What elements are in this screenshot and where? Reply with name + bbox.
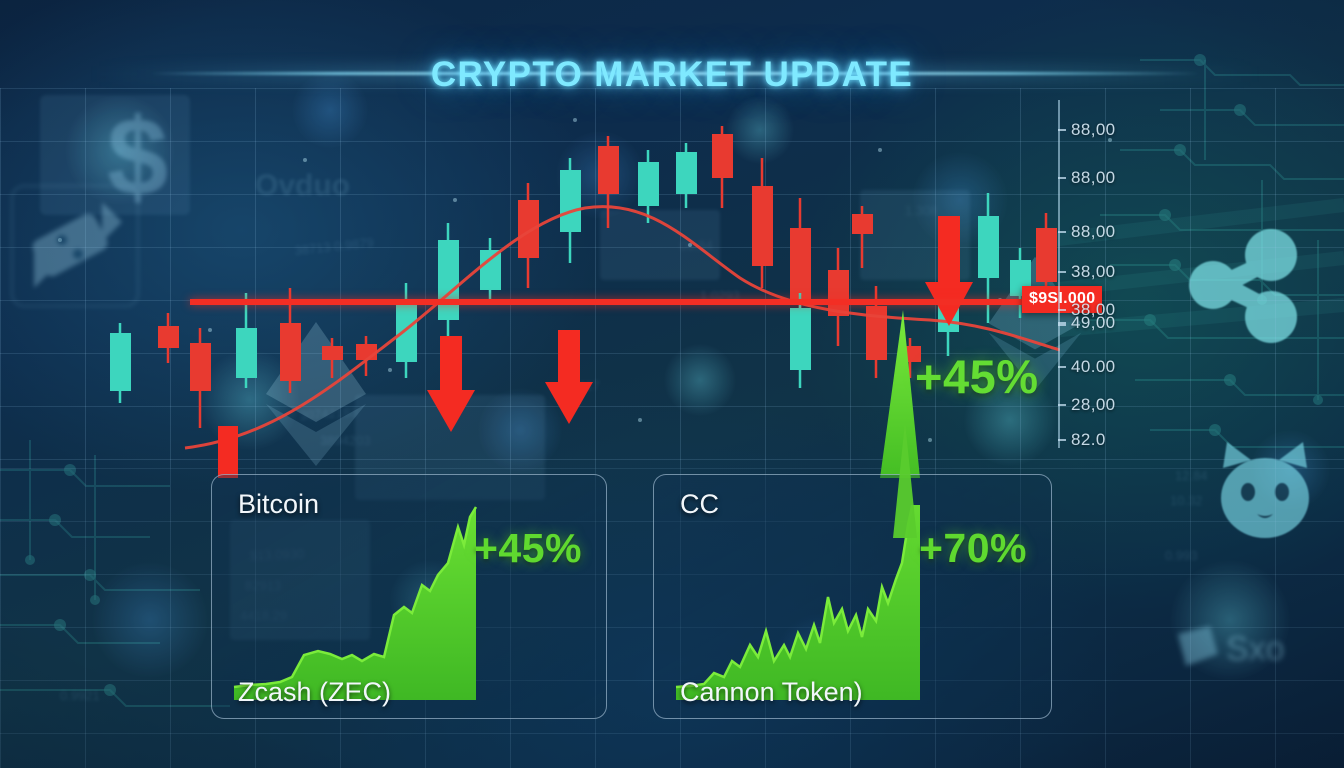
axis-tick-label: 88,00 <box>1071 168 1116 187</box>
axis-tick-6: 40.00 <box>1058 357 1116 377</box>
axis-tick-0: 88,00 <box>1058 120 1116 140</box>
svg-text:0.9921: 0.9921 <box>60 688 100 703</box>
bitcoin-sparkline-chart <box>233 506 478 700</box>
tick-mark <box>1058 404 1066 406</box>
axis-tick-label: 82.0 <box>1071 430 1106 449</box>
tick-mark <box>1058 231 1066 233</box>
tick-mark <box>1058 271 1066 273</box>
svg-text:Sxo: Sxo <box>1226 630 1285 668</box>
axis-tick-label: 40.00 <box>1071 357 1116 376</box>
axis-tick-3: 38,00 <box>1058 262 1116 282</box>
axis-tick-5: 38,00 <box>1058 315 1116 335</box>
card-change-percent-cc: +70% <box>918 525 1027 571</box>
axis-tick-7: 28,00 <box>1058 395 1116 415</box>
bearish-down-arrows <box>218 216 973 478</box>
axis-tick-label: 28,00 <box>1071 395 1116 414</box>
price-axis: 88,00 88,00 88,00 38,00 38,00 38,00 <box>1058 100 1154 450</box>
cc-sparkline-chart <box>675 505 920 700</box>
coin-card-cc[interactable]: CC +70% Cannon Token) <box>653 474 1052 719</box>
card-title-cc: CC <box>680 489 719 519</box>
price-axis-line <box>1058 100 1060 448</box>
price-tag-label: $9SI.000 <box>1022 286 1103 313</box>
resistance-price-line <box>190 299 1040 305</box>
down-arrow-3 <box>545 330 593 424</box>
title-bar: CRYPTO MARKET UPDATE <box>0 46 1344 104</box>
title-glow-streak <box>150 72 1200 75</box>
tick-mark <box>1058 324 1066 326</box>
axis-tick-2: 88,00 <box>1058 222 1116 242</box>
down-arrow-4 <box>925 216 973 326</box>
down-arrow-1 <box>218 426 238 478</box>
cat-face-logo-watermark-icon <box>1221 442 1309 538</box>
main-candlestick-chart <box>110 126 1060 478</box>
svg-text:0.993: 0.993 <box>1165 548 1198 563</box>
trendline-moving-average <box>184 205 1060 450</box>
page-title: CRYPTO MARKET UPDATE <box>430 55 914 94</box>
axis-tick-label: 49,00 <box>1071 313 1116 332</box>
main-change-percent: +45% <box>915 350 1039 403</box>
coin-card-bitcoin[interactable]: Bitcoin +45% Zcash (ZEC) <box>211 474 607 719</box>
down-arrow-2 <box>427 336 475 432</box>
tick-mark <box>1058 366 1066 368</box>
axis-tick-8: 82.0 <box>1058 430 1106 450</box>
axis-tick-1: 88,00 <box>1058 168 1116 188</box>
axis-tick-label: 88,00 <box>1071 120 1116 139</box>
card-title-bitcoin: Bitcoin <box>238 489 320 519</box>
card-footer-bitcoin: Zcash (ZEC) <box>238 677 392 707</box>
svg-text:10.32: 10.32 <box>1170 493 1203 508</box>
svg-text:12.84: 12.84 <box>1175 468 1208 483</box>
axis-tick-4: 38,00 <box>1058 300 1116 320</box>
tick-mark <box>1058 322 1066 324</box>
card-change-percent-bitcoin: +45% <box>473 525 582 571</box>
tick-mark <box>1058 177 1066 179</box>
axis-tick-label: 88,00 <box>1071 222 1116 241</box>
tick-mark <box>1058 129 1066 131</box>
axis-tick-label: 38,00 <box>1071 262 1116 281</box>
brand-wordmark-watermark: Sxo <box>1178 626 1285 668</box>
card-footer-cc: Cannon Token) <box>680 677 863 707</box>
axis-tick-5b: 49,00 <box>1058 313 1116 333</box>
tick-mark <box>1058 439 1066 441</box>
axis-tick-label: 38,00 <box>1071 300 1116 319</box>
tick-mark <box>1058 309 1066 311</box>
ripple-logo-watermark-icon <box>1189 229 1297 343</box>
